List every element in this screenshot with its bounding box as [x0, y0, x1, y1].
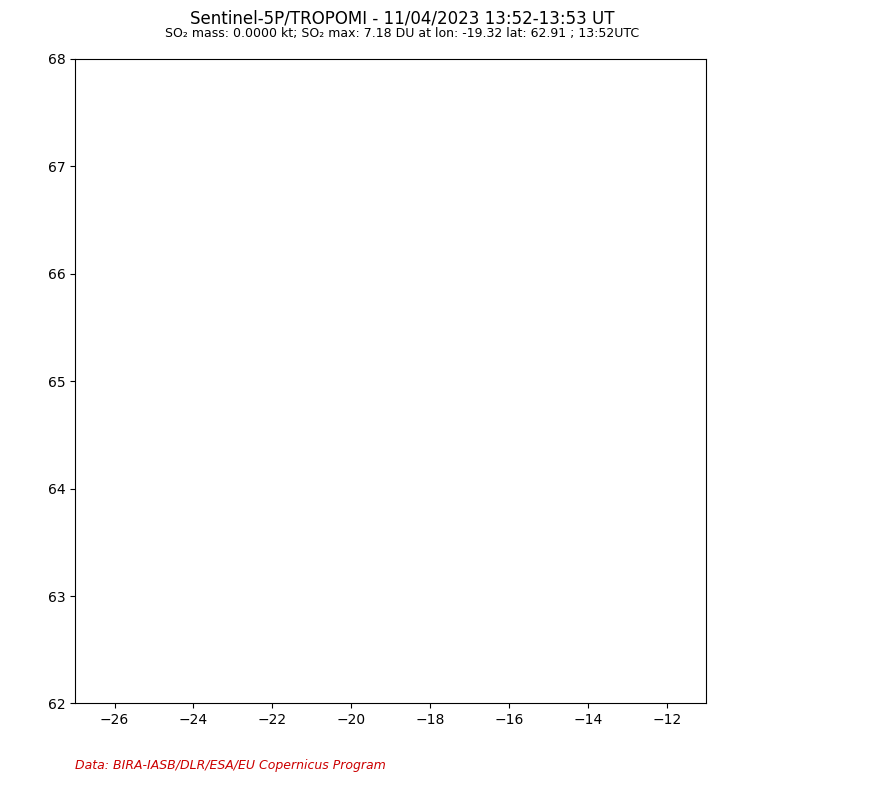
Text: SO₂ mass: 0.0000 kt; SO₂ max: 7.18 DU at lon: -19.32 lat: 62.91 ; 13:52UTC: SO₂ mass: 0.0000 kt; SO₂ max: 7.18 DU at…	[165, 27, 638, 40]
Text: Data: BIRA-IASB/DLR/ESA/EU Copernicus Program: Data: BIRA-IASB/DLR/ESA/EU Copernicus Pr…	[75, 758, 386, 772]
Text: Sentinel-5P/TROPOMI - 11/04/2023 13:52-13:53 UT: Sentinel-5P/TROPOMI - 11/04/2023 13:52-1…	[190, 9, 614, 28]
